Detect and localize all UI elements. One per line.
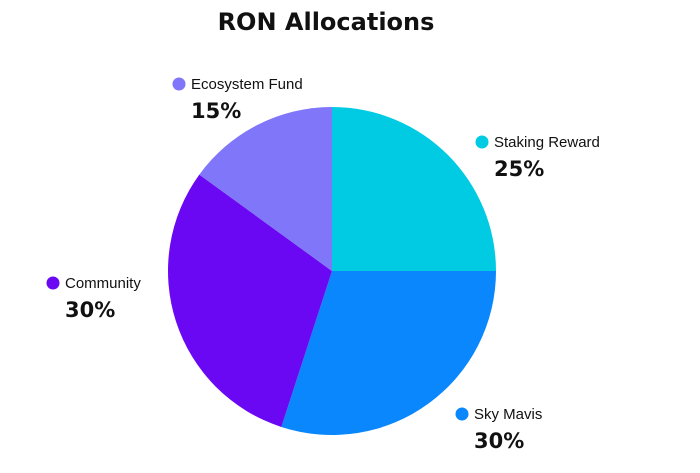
legend-label-community: Community — [65, 275, 141, 292]
pie-slice-staking-reward — [332, 107, 496, 271]
data-label-sky-mavis: 30% — [474, 429, 524, 453]
slice-label-staking-reward: Staking Reward 25% — [475, 134, 600, 181]
pie-slice-community — [167, 174, 332, 427]
pie-slice-ecosystem-fund — [199, 107, 332, 271]
data-label-ecosystem-fund: 15% — [191, 99, 241, 123]
data-label-staking-reward: 25% — [494, 157, 544, 181]
pie-slice-sky-mavis — [281, 271, 496, 435]
legend-marker-sky-mavis — [455, 407, 469, 421]
pie-slices — [167, 107, 496, 435]
legend-label-ecosystem-fund: Ecosystem Fund — [191, 76, 303, 93]
legend-marker-ecosystem-fund — [172, 77, 186, 91]
slice-label-sky-mavis: Sky Mavis 30% — [455, 406, 542, 453]
legend-label-sky-mavis: Sky Mavis — [474, 406, 542, 423]
chart-title: RON Allocations — [218, 8, 435, 36]
slice-label-community: Community 30% — [46, 275, 141, 322]
legend-marker-staking-reward — [475, 135, 489, 149]
slice-labels: Staking Reward 25% Sky Mavis 30% Community 30… — [46, 76, 600, 453]
data-label-community: 30% — [65, 298, 115, 322]
slice-label-ecosystem-fund: Ecosystem Fund 15% — [172, 76, 303, 123]
legend-label-staking-reward: Staking Reward — [494, 134, 600, 151]
legend-marker-community — [46, 276, 60, 290]
